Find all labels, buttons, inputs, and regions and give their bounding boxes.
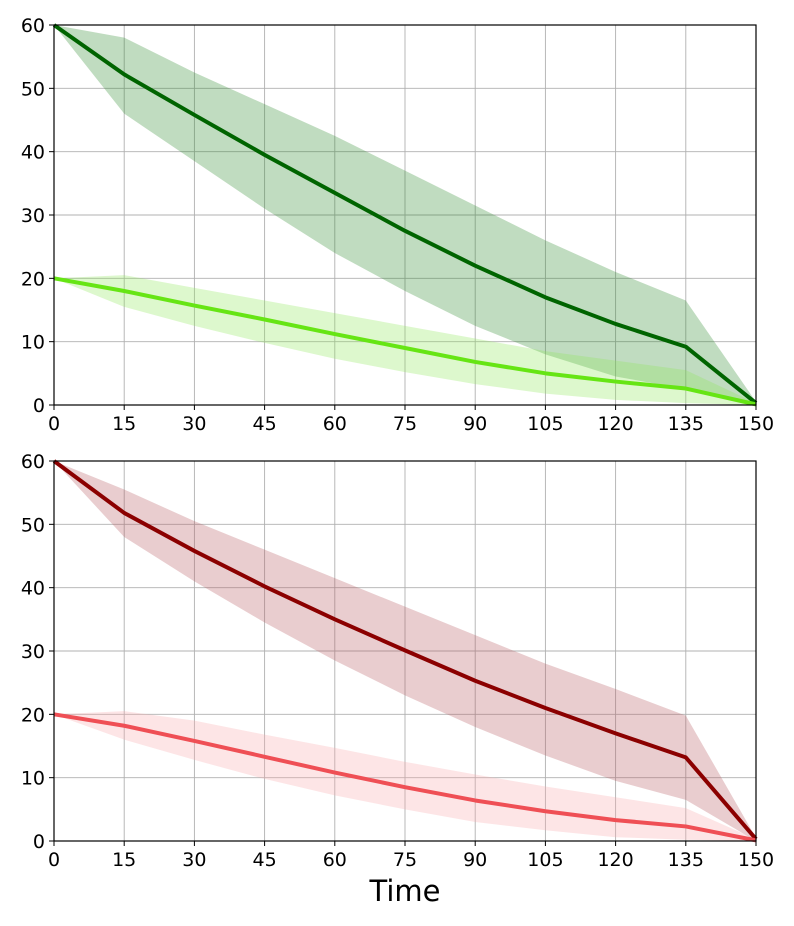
- line-dark-green: [52, 23, 758, 405]
- bottom-line-chart: 0 15 30 45 60 75 90 105 120 135 150 0 10 20 30 40 50 60: [21, 451, 774, 871]
- band-light-red: [54, 711, 756, 841]
- line-dark-red: [52, 459, 758, 841]
- band-light-green: [54, 275, 756, 405]
- y-tick-label: 60: [21, 15, 45, 37]
- x-tick-label: 90: [463, 413, 487, 435]
- x-tick-label: 60: [323, 849, 347, 871]
- top-line-chart: 0 15 30 45 60 75 90 105 120 135 150 0 10 20 30 40 50 60: [21, 15, 774, 435]
- x-tick-label: 75: [393, 849, 417, 871]
- y-tick-label: 30: [21, 641, 45, 663]
- y-tick-label: 40: [21, 578, 45, 600]
- y-tick-label: 0: [33, 831, 45, 853]
- y-tick-label: 50: [21, 514, 45, 536]
- x-tick-label: 135: [668, 849, 704, 871]
- y-tick-label: 50: [21, 78, 45, 100]
- y-tick-label: 10: [21, 768, 45, 790]
- x-tick-label: 15: [112, 849, 136, 871]
- x-tick-label: 0: [48, 849, 60, 871]
- x-tick-label: 45: [253, 849, 277, 871]
- x-tick-label: 30: [182, 849, 206, 871]
- y-tick-label: 20: [21, 704, 45, 726]
- x-tick-label: 45: [253, 413, 277, 435]
- x-tick-label: 150: [738, 849, 774, 871]
- y-tick-label: 40: [21, 142, 45, 164]
- x-tick-label: 105: [527, 849, 563, 871]
- line-light-green: [53, 276, 757, 407]
- line-light-red: [53, 712, 757, 843]
- x-tick-label: 150: [738, 413, 774, 435]
- x-tick-label: 90: [463, 849, 487, 871]
- y-tick-label: 20: [21, 268, 45, 290]
- x-axis-title: Time: [369, 874, 441, 908]
- y-tick-label: 10: [21, 332, 45, 354]
- x-tick-label: 105: [527, 413, 563, 435]
- x-tick-label: 60: [323, 413, 347, 435]
- x-tick-label: 15: [112, 413, 136, 435]
- x-tick-label: 30: [182, 413, 206, 435]
- x-tick-label: 120: [597, 413, 633, 435]
- x-tick-label: 120: [597, 849, 633, 871]
- x-tick-label: 135: [668, 413, 704, 435]
- x-tick-label: 75: [393, 413, 417, 435]
- x-tick-label: 0: [48, 413, 60, 435]
- y-tick-label: 0: [33, 395, 45, 417]
- y-tick-label: 30: [21, 205, 45, 227]
- y-tick-label: 60: [21, 451, 45, 473]
